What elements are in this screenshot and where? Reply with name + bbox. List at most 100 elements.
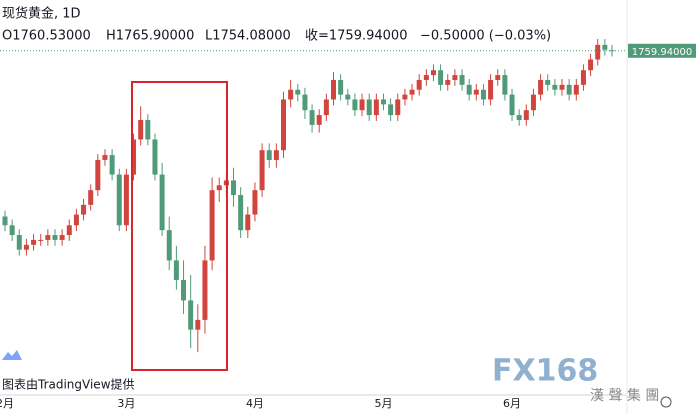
- candle-body: [2, 216, 8, 226]
- candle-body: [159, 174, 165, 231]
- candle-body: [495, 75, 501, 80]
- candle-body: [81, 204, 87, 215]
- candle-body: [366, 99, 372, 116]
- candle-body: [488, 79, 494, 100]
- candle-body: [95, 159, 101, 191]
- candle-body: [395, 99, 401, 116]
- candle-body: [480, 89, 486, 100]
- candle-body: [281, 99, 287, 151]
- candle-body: [302, 94, 308, 111]
- candle-body: [523, 110, 529, 120]
- candle-body: [245, 214, 251, 231]
- tv-logo: [2, 350, 22, 360]
- candle-body: [538, 79, 544, 95]
- x-tick-label: 3月: [117, 397, 135, 410]
- candle-body: [123, 174, 129, 226]
- candle-body: [38, 239, 44, 241]
- candle-body: [288, 89, 294, 100]
- last-price-label: 1759.94000: [632, 47, 692, 58]
- x-tick-label: 2月: [0, 397, 14, 410]
- watermark-text: 漢 聲 集 團: [590, 387, 659, 404]
- candle-body: [552, 84, 558, 90]
- x-tick-label: 6月: [503, 397, 521, 410]
- candle-body: [338, 79, 344, 95]
- candle-body: [152, 139, 158, 175]
- candle-body: [259, 150, 265, 191]
- candle-body: [73, 214, 79, 226]
- candle-body: [588, 59, 594, 71]
- candle-body: [295, 89, 301, 95]
- candle-body: [359, 99, 365, 111]
- candle-body: [452, 75, 458, 80]
- ohlc-open: O1760.53000: [2, 29, 91, 44]
- candle-body: [109, 155, 115, 175]
- candle-body: [252, 190, 258, 215]
- candle-body: [138, 119, 144, 140]
- candle-body: [231, 180, 237, 196]
- footer: 图表由TradingView提供: [2, 377, 135, 392]
- candle-body: [352, 99, 358, 111]
- candle-body: [202, 260, 208, 320]
- candle-body: [580, 70, 586, 85]
- candle-body: [345, 94, 351, 100]
- candle-body: [566, 84, 572, 95]
- candle-body: [530, 94, 536, 111]
- candle-body: [373, 99, 379, 116]
- candle-body: [102, 155, 108, 160]
- candle-body: [416, 79, 422, 90]
- candle-body: [466, 84, 472, 95]
- candle-body: [380, 99, 386, 105]
- candle-body: [445, 79, 451, 85]
- x-tick-label: 4月: [246, 397, 264, 410]
- ohlc-close: 收=1759.94000: [305, 29, 407, 44]
- candle-body: [209, 190, 215, 261]
- candle-body: [388, 104, 394, 116]
- candle-body: [602, 44, 608, 50]
- candle-body: [59, 235, 65, 240]
- candle-body: [23, 244, 29, 250]
- candle-body: [516, 115, 522, 120]
- candle-body: [31, 239, 37, 245]
- candle-body: [409, 89, 415, 95]
- candle-body: [502, 75, 508, 95]
- highlight-box: [131, 81, 228, 371]
- candle-body: [473, 89, 479, 95]
- candle-body: [181, 279, 187, 301]
- ohlc-high: H1765.90000: [106, 29, 194, 44]
- candle-body: [16, 235, 22, 250]
- candle-body: [316, 115, 322, 125]
- candle-body: [323, 99, 329, 116]
- candle-body: [330, 79, 336, 100]
- candle-body: [559, 84, 565, 90]
- candle-body: [88, 190, 94, 205]
- candle-body: [273, 150, 279, 160]
- candle-body: [423, 75, 429, 80]
- candle-body: [188, 300, 194, 330]
- candle-body: [402, 94, 408, 100]
- settings-icon[interactable]: [660, 396, 672, 408]
- candle-body: [438, 70, 444, 85]
- symbol: 现货黄金, 1D: [2, 6, 81, 22]
- candle-body: [266, 150, 272, 160]
- candle-body: [66, 225, 72, 236]
- candle-body: [166, 230, 172, 261]
- candle-body: [309, 110, 315, 125]
- ohlc-change: −0.50000 (−0.03%): [420, 29, 551, 44]
- x-tick-label: 5月: [374, 397, 392, 410]
- candle-body: [9, 225, 15, 236]
- candle-body: [131, 139, 137, 175]
- candle-body: [595, 44, 601, 60]
- candle-body: [195, 319, 201, 330]
- candle-body: [573, 84, 579, 95]
- candle-body: [116, 174, 122, 226]
- watermark-logo: FX168: [492, 354, 598, 389]
- candle-body: [509, 94, 515, 116]
- candle-body: [45, 235, 51, 240]
- candle-body: [173, 260, 179, 280]
- candle-body: [238, 195, 244, 231]
- ohlc-low: L1754.08000: [205, 29, 291, 44]
- candle-body: [459, 75, 465, 85]
